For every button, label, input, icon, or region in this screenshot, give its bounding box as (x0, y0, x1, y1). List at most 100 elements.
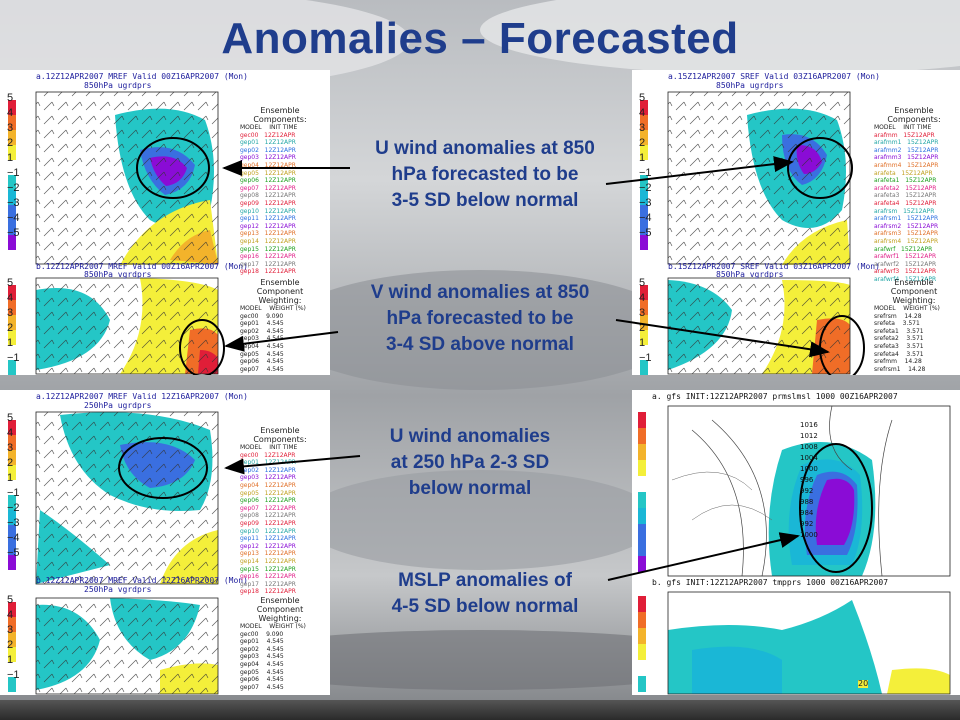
legend-row: gep13 12Z12APR (240, 230, 296, 238)
legend-row: gep07 4.545 (240, 365, 284, 373)
legend-row: gep01 12Z12APR (240, 139, 296, 147)
legend-row: gep18 12Z12APR (240, 268, 296, 276)
legend-row: gep11 12Z12APR (240, 535, 296, 543)
colorbar-label: 2 (7, 322, 14, 334)
legend-columns: MODEL WEIGHT (%) (240, 305, 306, 312)
legend-row: gep04 12Z12APR (240, 161, 296, 169)
legend-columns: MODEL INIT TIME (240, 444, 298, 451)
colorbar-label: 3 (7, 624, 14, 636)
colorbar-swatch (640, 175, 648, 190)
legend-row: gep01 4.545 (240, 638, 284, 646)
legend-row: gep03 4.545 (240, 335, 284, 343)
mslp-label: 1000 (800, 531, 818, 539)
panel-subheader: 850hPa vgrdprs (84, 270, 152, 279)
legend-row: arafwrf2 15Z12APR (874, 260, 937, 268)
legend-row: gep02 12Z12APR (240, 146, 296, 154)
legend-row: gep09 12Z12APR (240, 519, 296, 527)
legend-row: arafmm 15Z12APR (874, 131, 935, 139)
ensemble-components-legend: Ensemble Components: MODEL INIT TIME gec00… (240, 106, 320, 276)
legend-row: gep13 12Z12APR (240, 550, 296, 558)
legend-row: arafmm4 15Z12APR (874, 161, 939, 169)
legend-row: gep06 12Z12APR (240, 497, 296, 505)
legend-row: arafrsm 15Z12APR (874, 207, 935, 215)
colorbar-label: 3 (639, 307, 646, 319)
legend-row: arafrsm1 15Z12APR (874, 215, 939, 223)
legend-row: arafmm3 15Z12APR (874, 154, 939, 162)
legend-row: gep03 4.545 (240, 653, 284, 661)
legend-title: Ensemble Component Weighting: (890, 278, 938, 305)
mref-250-panel: a.12Z12APR2007 MREF Valid 12Z16APR2007 (… (0, 390, 330, 695)
panel-header: b. gfs INIT:12Z12APR2007 tmpprs 1000 00Z… (652, 578, 889, 587)
legend-row: srefeta4 3.571 (874, 350, 924, 358)
highlight-circle (136, 137, 210, 199)
legend-row: gep16 12Z12APR (240, 253, 296, 261)
panel-header: a.15Z12APR2007 SREF Valid 03Z16APR2007 (… (668, 72, 880, 81)
colorbar-swatch (640, 145, 648, 160)
mslp-label: 1016 (800, 421, 818, 429)
colorbar-swatch (638, 676, 646, 692)
legend-columns: MODEL INIT TIME (240, 124, 298, 131)
legend-row: srefeta1 3.571 (874, 327, 924, 335)
colorbar-swatch (638, 412, 646, 428)
colorbar-swatch (8, 315, 16, 330)
colorbar-swatch (8, 662, 16, 677)
colorbar-swatch (8, 145, 16, 160)
colorbar-swatch (8, 300, 16, 315)
colorbar-swatch (640, 205, 648, 220)
colorbar-label: 5 (639, 277, 646, 289)
mslp-label: 984 (800, 509, 814, 517)
legend-row: gep02 12Z12APR (240, 466, 296, 474)
arrow (224, 331, 339, 352)
mref-850-maps (35, 91, 225, 375)
legend-row: srefrsm 14.28 (874, 312, 922, 320)
legend-row: gep09 12Z12APR (240, 199, 296, 207)
legend-title: Ensemble Component Weighting: (256, 278, 304, 305)
colorbar-swatch (8, 345, 16, 360)
colorbar-swatch (640, 300, 648, 315)
legend-row: gep05 12Z12APR (240, 489, 296, 497)
legend-row: arafeta1 15Z12APR (874, 177, 937, 185)
colorbar-label: 2 (639, 322, 646, 334)
legend-row: arafwrf1 15Z12APR (874, 253, 937, 261)
panel-header: b.12Z12APR2007 MREF Valid 00Z16APR2007 (… (36, 262, 248, 271)
colorbar-swatch (638, 556, 646, 572)
colorbar-swatch (640, 345, 648, 360)
legend-row: gep17 12Z12APR (240, 580, 296, 588)
colorbar-swatch (638, 612, 646, 628)
colorbar-swatch (8, 235, 16, 250)
legend-row: gep07 12Z12APR (240, 184, 296, 192)
gfs-panel: a. gfs INIT:12Z12APR2007 prmslmsl 1000 0… (632, 390, 960, 695)
colorbar-swatch (8, 602, 16, 617)
legend-row: gep04 12Z12APR (240, 481, 296, 489)
legend-row: gep06 4.545 (240, 676, 284, 684)
legend-row: gep17 12Z12APR (240, 260, 296, 268)
ensemble-components-legend: Ensemble Components: MODEL INIT TIME gec00… (240, 426, 320, 596)
colorbar-swatch (8, 285, 16, 300)
legend-row: gep02 4.545 (240, 327, 284, 335)
colorbar-label: 3 (7, 442, 14, 454)
legend-row: arafmm1 15Z12APR (874, 139, 939, 147)
colorbar-swatch (638, 508, 646, 524)
colorbar-swatch (8, 160, 16, 175)
colorbar-label: 4 (639, 107, 646, 119)
colorbar-swatch (8, 555, 16, 570)
panel-subheader: 850hPa ugrdprs (716, 81, 784, 90)
legend-row: arafeta 15Z12APR (874, 169, 933, 177)
legend-row: arafeta4 15Z12APR (874, 199, 937, 207)
colorbar-swatch (638, 428, 646, 444)
colorbar-label: 5 (7, 92, 14, 104)
colorbar-swatch (640, 315, 648, 330)
colorbar-swatch (8, 220, 16, 235)
colorbar-label: 5 (7, 594, 14, 606)
legend-row: gep10 12Z12APR (240, 207, 296, 215)
colorbar-swatch (640, 220, 648, 235)
colorbar-swatch (8, 465, 16, 480)
colorbar-swatch (640, 160, 648, 175)
panel-header: a.12Z12APR2007 MREF Valid 12Z16APR2007 (… (36, 392, 248, 401)
colorbar-swatch (8, 190, 16, 205)
legend-row: gec00 12Z12APR (240, 451, 296, 459)
colorbar-label: 2 (7, 639, 14, 651)
colorbar-label: 2 (7, 457, 14, 469)
colorbar-swatch (8, 617, 16, 632)
